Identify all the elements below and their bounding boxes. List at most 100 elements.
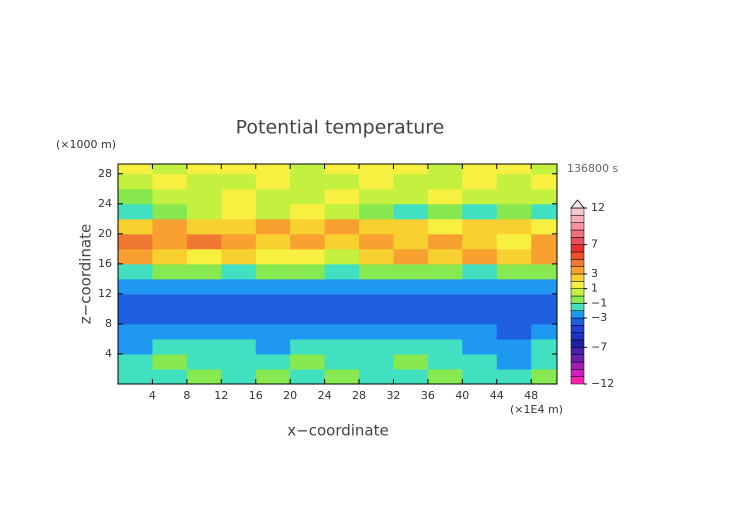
x-tick-label: 28 [352,389,366,402]
colorbar-segment [570,303,585,311]
cell [290,368,326,384]
colorbar-segment [570,281,585,289]
cell [324,278,360,295]
cell [462,173,498,190]
colorbar-segment [570,215,585,223]
cell [393,188,429,205]
cell [359,248,394,265]
x-tick-label: 48 [524,389,538,402]
y-tick-label: 28 [98,167,112,180]
cell [462,188,498,205]
cell [152,248,188,265]
cell [255,173,291,190]
cell [531,248,557,265]
colorbar-segment [570,354,585,363]
cell [531,323,557,340]
cell [496,353,532,370]
cell [152,263,188,280]
cell [290,188,326,205]
cell [324,248,360,265]
colorbar-segment [570,207,585,216]
colorbar-segment [570,222,585,231]
cell [118,188,153,205]
cell [462,164,498,175]
colorbar-segment [570,244,585,253]
colorbar-tick-label: −12 [591,377,614,390]
cell [152,353,188,370]
y-unit: (×1000 m) [56,138,116,151]
cell [186,218,222,235]
cell [393,308,429,325]
cell [255,308,291,325]
cell [118,338,153,355]
cell [359,164,394,175]
cell [324,164,360,175]
cell [324,293,360,310]
cell [186,173,222,190]
cell [186,353,222,370]
cell [531,278,557,295]
cell [496,308,532,325]
colorbar-end [570,199,585,209]
cell [152,188,188,205]
cell [393,368,429,384]
cell [531,164,557,175]
x-tick-label: 36 [421,389,435,402]
cell [359,338,394,355]
cell [324,233,360,250]
plot-frame [117,163,558,385]
cell [186,323,222,340]
cell [152,338,188,355]
cell [462,233,498,250]
cell [152,278,188,295]
cell [221,233,257,250]
cell [496,173,532,190]
cell [186,278,222,295]
cell [255,218,291,235]
cell [324,338,360,355]
cell [290,248,326,265]
cell [186,203,222,220]
cell [427,278,463,295]
cell [427,203,463,220]
colorbar-segment [570,325,585,333]
y-tick-label: 20 [98,227,112,240]
cell [531,218,557,235]
field [118,164,557,384]
cell [324,188,360,205]
cell [324,308,360,325]
cell [531,308,557,325]
cell [221,263,257,280]
cell [221,173,257,190]
cell [462,248,498,265]
cell [427,218,463,235]
cell [359,293,394,310]
cell [496,188,532,205]
colorbar-tick-label: 1 [591,282,598,295]
cell [290,203,326,220]
y-tick-label: 24 [98,197,112,210]
colorbar-segment [570,266,585,275]
cell [496,218,532,235]
cell [359,173,394,190]
cell [427,164,463,175]
cell [118,368,153,384]
cell [531,188,557,205]
colorbar-segment [570,347,585,355]
cell [462,353,498,370]
cell [152,233,188,250]
cell [496,368,532,384]
cell [359,323,394,340]
cell [255,263,291,280]
cell [393,338,429,355]
x-tick-label: 8 [183,389,190,402]
cell [255,338,291,355]
cell [186,263,222,280]
cell [359,263,394,280]
cell [324,203,360,220]
x-tick-label: 4 [149,389,156,402]
cell [255,164,291,175]
cell [462,203,498,220]
cell [531,353,557,370]
cell [290,308,326,325]
